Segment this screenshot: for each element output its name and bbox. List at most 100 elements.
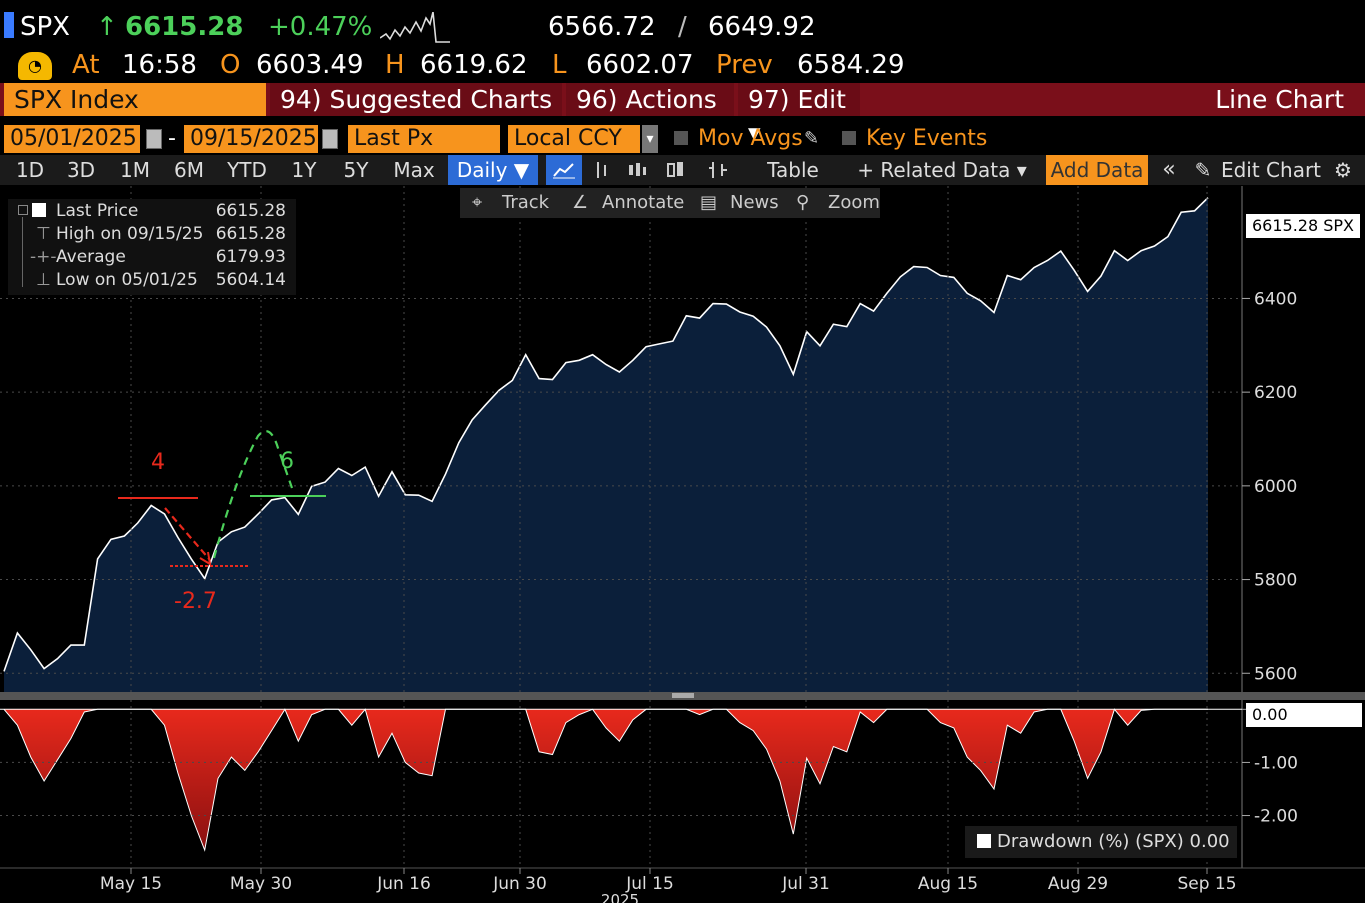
hlc-chart-icon[interactable] [700, 155, 736, 185]
x-tick-label: Sep 15 [1177, 874, 1236, 894]
range-1y[interactable]: 1Y [291, 158, 317, 182]
change-percent: +0.47% [268, 12, 373, 42]
candle-chart-icon[interactable] [622, 155, 652, 185]
end-date-input[interactable]: 09/15/2025 [184, 125, 318, 153]
last-price-swatch [32, 203, 46, 217]
x-tick-label: Jul 15 [625, 874, 674, 894]
last-price-tag: 6615.28 SPX [1246, 214, 1360, 238]
low-value: 6602.07 [586, 50, 694, 80]
up-arrow-icon: ↑ [96, 12, 118, 42]
range-1m[interactable]: 1M [120, 158, 150, 182]
gear-icon[interactable]: ⚙ [1334, 158, 1352, 182]
related-data-menu[interactable]: + Related Data ▾ [857, 158, 1027, 182]
day-range-high: 6649.92 [708, 12, 816, 42]
drawdown-tick-label: -2.00 [1254, 807, 1298, 827]
legend-tree-line [22, 217, 23, 287]
average-marker-icon: -+- [30, 247, 57, 267]
settings-row: 05/01/2025 - 09/15/2025 Last Px Local CC… [0, 125, 1365, 153]
drawdown-area [4, 709, 1208, 851]
last-price: 6615.28 [125, 12, 244, 42]
legend-high-label: High on 09/15/25 [56, 224, 204, 244]
date-dash: - [168, 126, 176, 151]
range-toolbar: 1D 3D 1M 6M YTD 1Y 5Y Max Daily ▼ Table … [0, 155, 1365, 185]
mov-avgs-label[interactable]: Mov Avgs [698, 126, 803, 151]
x-tick-label: Aug 29 [1048, 874, 1108, 894]
key-events-checkbox[interactable] [842, 131, 856, 145]
price-area [4, 197, 1208, 692]
bar-chart-icon[interactable] [588, 155, 616, 185]
double-chevron-left-icon[interactable]: « [1162, 157, 1176, 182]
legend-last-value: 6615.28 [215, 201, 286, 221]
range-6m[interactable]: 6M [174, 158, 204, 182]
drawdown-tag: 0.00 [1246, 703, 1362, 727]
annotate-icon[interactable]: ∠ [572, 192, 589, 213]
edit-menu[interactable]: 97) Edit ▾ [738, 83, 860, 147]
range-max[interactable]: Max [393, 158, 435, 182]
legend-low-label: Low on 05/01/25 [56, 270, 198, 290]
crosshair-icon[interactable]: ⌖ [472, 192, 483, 213]
zoom-button[interactable]: Zoom [828, 192, 880, 213]
decline-arrow [164, 507, 211, 561]
news-icon[interactable]: ▤ [700, 192, 718, 213]
add-data-button[interactable]: Add Data [1046, 155, 1148, 185]
calendar-icon[interactable] [322, 129, 338, 149]
mov-avgs-checkbox[interactable] [674, 131, 688, 145]
low-marker-icon: ⊥ [36, 270, 51, 290]
annotation-target-label: 6 [280, 449, 294, 474]
chevron-down-icon[interactable]: ▾ [642, 125, 658, 153]
range-ytd[interactable]: YTD [227, 158, 267, 182]
drawdown-legend: Drawdown (%) (SPX) 0.00 [965, 826, 1237, 858]
collapse-icon[interactable] [18, 205, 28, 215]
legend-average-label: Average [56, 247, 126, 267]
annotation-drop-label: -2.7 [174, 589, 217, 614]
legend-high-value: 6615.28 [215, 224, 286, 244]
x-tick-label: Aug 15 [918, 874, 978, 894]
range-1d[interactable]: 1D [15, 158, 45, 182]
arrow-head-icon [199, 551, 212, 566]
price-tick-label: 5800 [1254, 571, 1297, 591]
actions-menu[interactable]: 96) Actions ▾ [566, 83, 734, 147]
track-button[interactable]: Track [502, 192, 550, 213]
start-date-input[interactable]: 05/01/2025 [4, 125, 140, 153]
x-year-label: 2025 [601, 891, 639, 903]
key-events-label[interactable]: Key Events [866, 126, 988, 151]
currency-select[interactable]: Local CCY [508, 125, 640, 153]
resize-handle-icon [672, 693, 694, 698]
chart-type-label[interactable]: Line Chart [864, 83, 1360, 116]
table-button[interactable]: Table [767, 158, 819, 182]
pencil-icon[interactable]: ✎ [1194, 158, 1212, 182]
x-tick-label: May 30 [230, 874, 292, 894]
ticker-symbol: SPX [20, 12, 70, 42]
range-3d[interactable]: 3D [66, 158, 96, 182]
prev-value: 6584.29 [797, 50, 905, 80]
legend-average-value: 6179.93 [215, 247, 286, 267]
edit-chart-button[interactable]: Edit Chart [1220, 158, 1322, 182]
line-chart-icon[interactable] [546, 155, 582, 185]
chart-legend: Last Price 6615.28 ⊤ High on 09/15/25 66… [8, 199, 296, 295]
suggested-charts-menu[interactable]: 94) Suggested Charts ▾ [270, 83, 562, 147]
frequency-select[interactable]: Daily ▼ [448, 155, 538, 185]
security-marker [4, 12, 14, 38]
day-range-low: 6566.72 [548, 12, 656, 42]
price-line [3, 197, 1209, 672]
drawdown-legend-text: Drawdown (%) (SPX) 0.00 [997, 831, 1230, 852]
x-tick-label: Jun 16 [376, 874, 431, 894]
ohlc-chart-icon[interactable] [660, 155, 692, 185]
annotate-button[interactable]: Annotate [602, 192, 685, 213]
prev-label: Prev [716, 50, 773, 80]
pencil-icon[interactable]: ✎ [804, 128, 820, 149]
high-marker-icon: ⊤ [36, 224, 51, 244]
x-tick-label: Jul 31 [781, 874, 830, 894]
news-button[interactable]: News [730, 192, 779, 213]
zoom-icon[interactable]: ⚲ [796, 192, 810, 213]
field-select[interactable]: Last Px [348, 125, 500, 153]
speedometer-icon[interactable]: ◔ [18, 52, 52, 80]
calendar-icon[interactable] [146, 129, 162, 149]
open-label: O [220, 50, 241, 80]
range-5y[interactable]: 5Y [343, 158, 369, 182]
chart-tools: ⌖ Track ∠ Annotate ▤ News ⚲ Zoom [460, 188, 880, 218]
security-field[interactable]: SPX Index [4, 83, 266, 116]
ticker-header: SPX ↑ 6615.28 +0.47% 6566.72 / 6649.92 [0, 8, 1365, 48]
legend-last-label: Last Price [56, 201, 139, 221]
drawdown-swatch [977, 834, 991, 848]
